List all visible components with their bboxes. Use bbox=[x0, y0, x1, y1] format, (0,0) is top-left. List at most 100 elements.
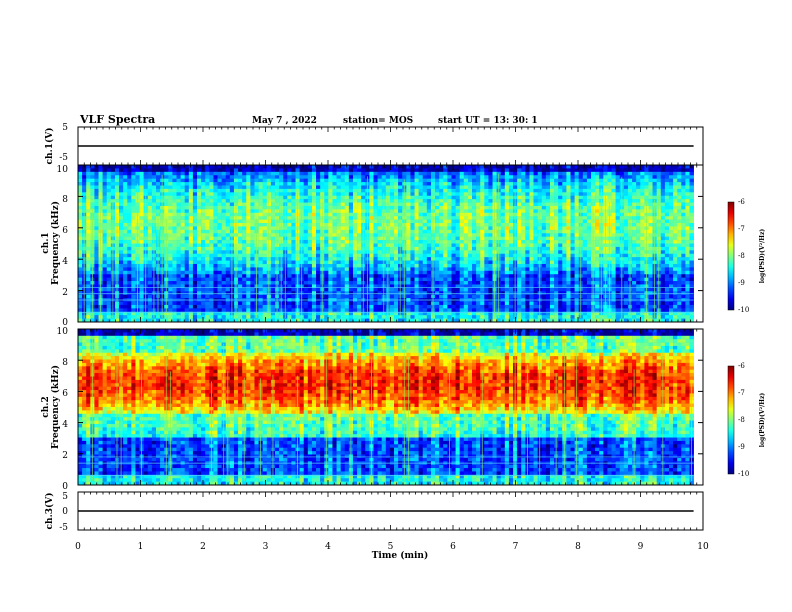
spectrogram-cell bbox=[332, 308, 336, 312]
spectrogram-cell bbox=[415, 305, 419, 309]
spectrogram-cell bbox=[484, 254, 488, 258]
spectrogram-cell bbox=[78, 233, 82, 237]
spectrogram-cell bbox=[164, 213, 168, 217]
spectrogram-cell bbox=[119, 264, 123, 268]
spectrogram-cell bbox=[168, 237, 172, 241]
spectrogram-cell bbox=[341, 175, 345, 179]
spectrogram-cell bbox=[263, 257, 267, 261]
spectrogram-cell bbox=[374, 185, 378, 189]
spectrogram-cell bbox=[111, 168, 115, 172]
spectrogram-cell bbox=[148, 278, 152, 282]
spectrogram-cell bbox=[189, 206, 193, 210]
spectrogram-cell bbox=[353, 213, 357, 217]
spectrogram-cell bbox=[259, 281, 263, 285]
spectrogram-cell bbox=[308, 267, 312, 271]
spectrogram-cell bbox=[172, 247, 176, 251]
spectrogram-cell bbox=[439, 172, 443, 176]
spectrogram-cell bbox=[213, 216, 217, 220]
spectrogram-cell bbox=[345, 237, 349, 241]
spectrogram-cell bbox=[337, 216, 341, 220]
spectrogram-cell bbox=[140, 247, 144, 251]
spectrogram-cell bbox=[201, 230, 205, 234]
spectrogram-cell bbox=[382, 179, 386, 183]
spectrogram-cell bbox=[271, 223, 275, 227]
spectrogram-cell bbox=[119, 291, 123, 295]
spectrogram-cell bbox=[505, 261, 509, 265]
spectrogram-cell bbox=[250, 179, 254, 183]
spectrogram-cell bbox=[464, 172, 468, 176]
spectrogram-cell bbox=[374, 179, 378, 183]
spectrogram-cell bbox=[480, 230, 484, 234]
spectrogram-cell bbox=[349, 172, 353, 176]
spectrogram-cell bbox=[439, 223, 443, 227]
spectrogram-cell bbox=[308, 230, 312, 234]
spectrogram-cell bbox=[86, 237, 90, 241]
spectrogram-cell bbox=[86, 254, 90, 258]
spectrogram-cell bbox=[345, 203, 349, 207]
spectrogram-cell bbox=[464, 182, 468, 186]
spectrogram-cell bbox=[185, 274, 189, 278]
spectrogram-cell bbox=[193, 315, 197, 319]
spectrogram-cell bbox=[476, 196, 480, 200]
spectrogram-cell bbox=[337, 302, 341, 306]
spectrogram-cell bbox=[316, 257, 320, 261]
spectrogram-cell bbox=[246, 213, 250, 217]
spectrogram-cell bbox=[238, 209, 242, 213]
spectrogram-cell bbox=[394, 278, 398, 282]
spectrogram-cell bbox=[209, 199, 213, 203]
spectrogram-cell bbox=[107, 250, 111, 254]
spectrogram-cell bbox=[427, 274, 431, 278]
spectrogram-cell bbox=[172, 168, 176, 172]
spectrogram-cell bbox=[423, 226, 427, 230]
spectrogram-cell bbox=[308, 226, 312, 230]
spectrogram-cell bbox=[484, 230, 488, 234]
spectrogram-cell bbox=[181, 226, 185, 230]
spectrogram-cell bbox=[140, 220, 144, 224]
spectrogram-cell bbox=[435, 271, 439, 275]
spectrogram-cell bbox=[185, 315, 189, 319]
spectrogram-cell bbox=[472, 244, 476, 248]
spectrogram-cell bbox=[238, 261, 242, 265]
spectrogram-cell bbox=[394, 247, 398, 251]
spectrogram-cell bbox=[443, 223, 447, 227]
spectrogram-cell bbox=[94, 305, 98, 309]
spectrogram-cell bbox=[218, 237, 222, 241]
spectrogram-cell bbox=[300, 196, 304, 200]
spectrogram-cell bbox=[123, 220, 127, 224]
spectrogram-cell bbox=[345, 261, 349, 265]
spectrogram-cell bbox=[517, 244, 521, 248]
spectrogram-cell bbox=[476, 254, 480, 258]
spectrogram-cell bbox=[484, 185, 488, 189]
spectrogram-cell bbox=[140, 250, 144, 254]
spectrogram-cell bbox=[435, 203, 439, 207]
spectrogram-cell bbox=[509, 172, 513, 176]
spectrogram-cell bbox=[263, 315, 267, 319]
spectrogram-cell bbox=[140, 216, 144, 220]
spectrogram-cell bbox=[410, 203, 414, 207]
spectrogram-cell bbox=[205, 220, 209, 224]
spectrogram-cell bbox=[341, 179, 345, 183]
spectrogram-cell bbox=[135, 179, 139, 183]
spectrogram-cell bbox=[250, 250, 254, 254]
spectrogram-cell bbox=[172, 179, 176, 183]
spectrogram-cell bbox=[378, 206, 382, 210]
spectrogram-cell bbox=[197, 203, 201, 207]
spectrogram-cell bbox=[304, 250, 308, 254]
spectrogram-cell bbox=[78, 185, 82, 189]
spectrogram-cell bbox=[332, 168, 336, 172]
spectrogram-cell bbox=[374, 250, 378, 254]
spectrogram-cell bbox=[201, 213, 205, 217]
spectrogram-cell bbox=[357, 267, 361, 271]
spectrogram-cell bbox=[509, 182, 513, 186]
spectrogram-cell bbox=[349, 257, 353, 261]
spectrogram-cell bbox=[505, 206, 509, 210]
spectrogram-cell bbox=[119, 274, 123, 278]
spectrogram-cell bbox=[209, 274, 213, 278]
spectrogram-cell bbox=[209, 189, 213, 193]
spectrogram-cell bbox=[369, 291, 373, 295]
spectrogram-cell bbox=[378, 257, 382, 261]
spectrogram-cell bbox=[456, 168, 460, 172]
spectrogram-cell bbox=[316, 182, 320, 186]
spectrogram-cell bbox=[517, 182, 521, 186]
spectrogram-cell bbox=[234, 189, 238, 193]
